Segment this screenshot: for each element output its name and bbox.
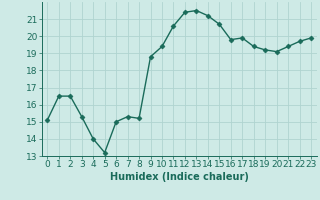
X-axis label: Humidex (Indice chaleur): Humidex (Indice chaleur) (110, 172, 249, 182)
